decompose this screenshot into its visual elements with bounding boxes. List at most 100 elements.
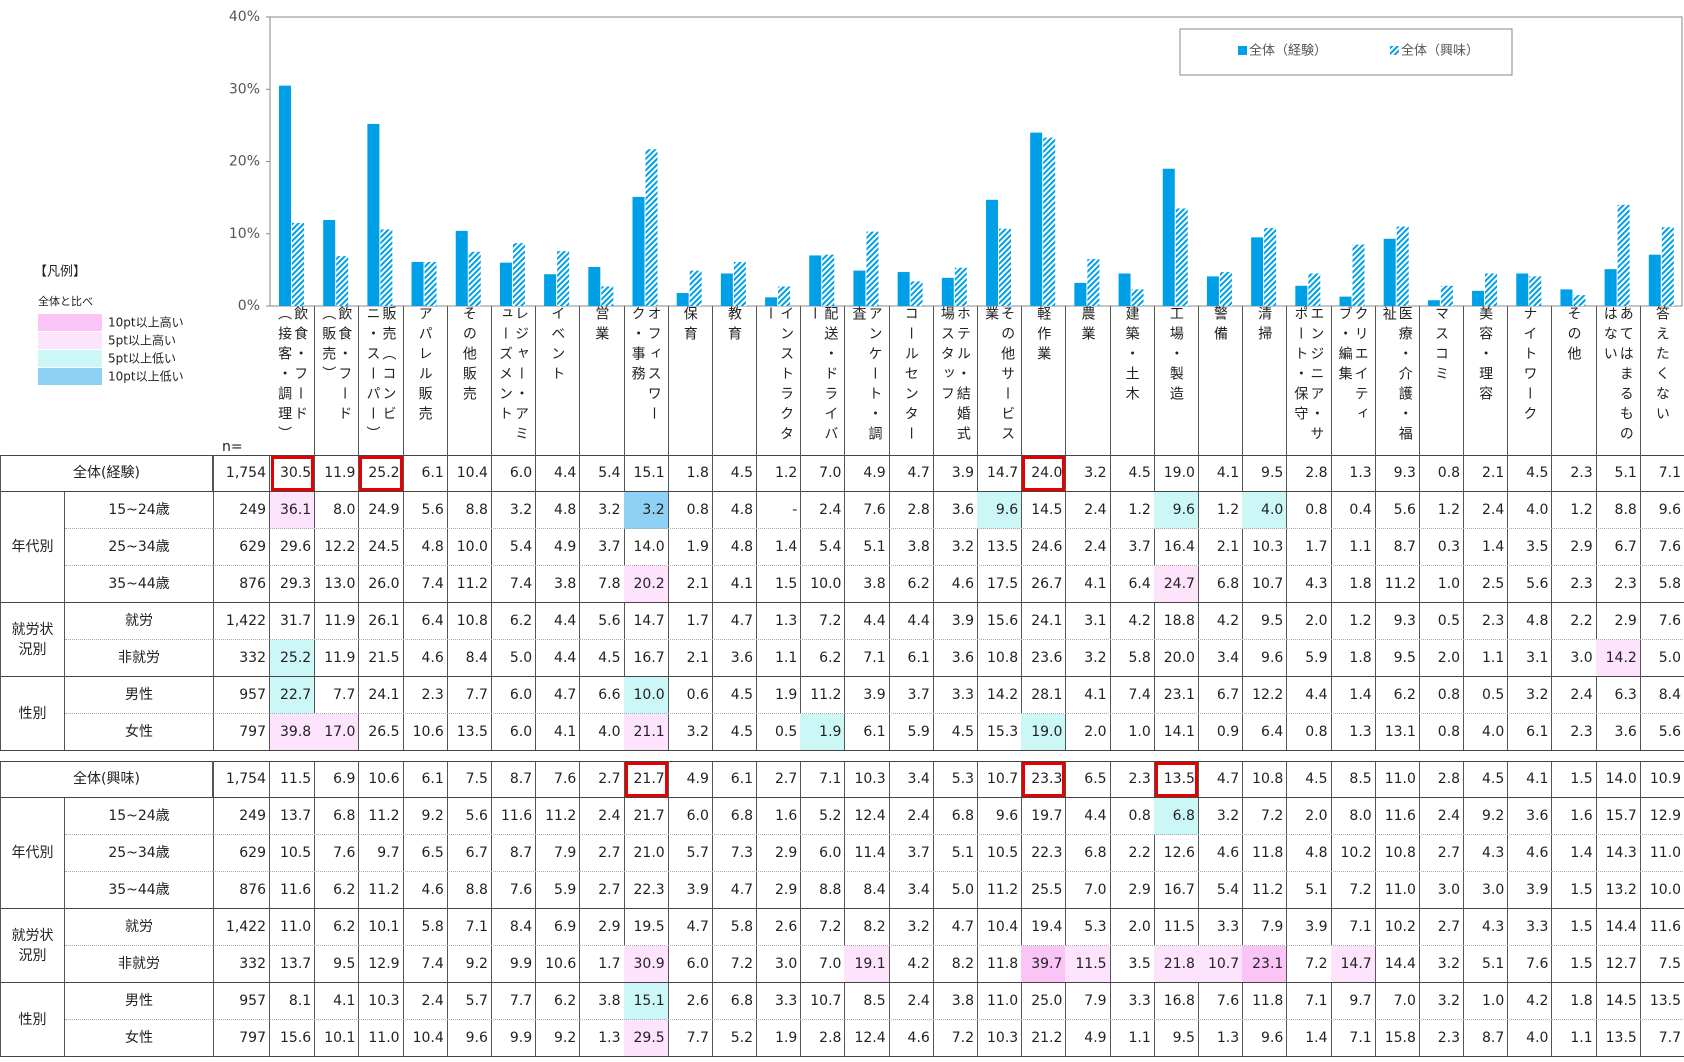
value-cell: 29.3: [270, 566, 316, 603]
column-header: 清掃: [1242, 306, 1288, 455]
value-cell: 5.6: [446, 798, 492, 835]
value-cell: 3.9: [932, 603, 978, 640]
value-cell: 0.8: [1109, 798, 1155, 835]
value-cell: 26.1: [358, 603, 404, 640]
highlight-box: [271, 456, 315, 491]
value-cell: 13.5: [1153, 761, 1199, 798]
bar: [499, 262, 512, 306]
value-cell: 10.7: [977, 761, 1023, 798]
value-cell: 8.2: [932, 946, 978, 983]
value-cell: 6.2: [314, 909, 360, 946]
value-cell: 10.1: [358, 909, 404, 946]
value-cell: 2.9: [756, 872, 802, 909]
value-cell: 2.9: [1109, 872, 1155, 909]
value-cell: 9.6: [446, 1020, 492, 1057]
column-header-text: 農業: [1079, 306, 1096, 346]
value-cell: 9.5: [1153, 1020, 1199, 1057]
row-label: 35~44歳: [65, 566, 213, 603]
value-cell: 4.2: [1109, 603, 1155, 640]
value-cell: 10.0: [446, 529, 492, 566]
n-header: n=: [222, 439, 243, 455]
value-cell: 6.7: [1197, 677, 1244, 714]
value-cell: 9.5: [1242, 603, 1288, 640]
y-tick-label: 30%: [229, 81, 260, 97]
bar: [1206, 276, 1219, 306]
value-cell: 13.1: [1374, 714, 1420, 751]
value-cell: 15.1: [623, 983, 669, 1020]
value-cell: 4.0: [1507, 1020, 1553, 1057]
value-cell: 7.5: [1639, 946, 1684, 983]
bar: [601, 286, 614, 306]
value-cell: 1.1: [756, 640, 802, 677]
value-cell: 16.8: [1153, 983, 1199, 1020]
value-cell: 24.0: [1021, 455, 1067, 492]
value-cell: 1.2: [1197, 492, 1244, 529]
value-cell: 10.6: [535, 946, 581, 983]
value-cell: 14.4: [1374, 946, 1420, 983]
value-cell: 6.1: [711, 761, 758, 798]
value-cell: 22.7: [270, 677, 316, 714]
row-label: 25~34歳: [65, 835, 213, 872]
value-cell: 4.4: [535, 640, 581, 677]
bar: [336, 256, 349, 306]
value-cell: 21.8: [1153, 946, 1199, 983]
value-cell: 13.5: [977, 529, 1023, 566]
value-cell: 9.7: [358, 835, 404, 872]
column-header: 配送・ドライバー: [800, 306, 846, 455]
value-cell: 7.4: [1109, 677, 1155, 714]
column-header: その他サービス業: [977, 306, 1023, 455]
value-cell: 26.7: [1021, 566, 1067, 603]
value-cell: 2.9: [1551, 529, 1597, 566]
bar: [279, 85, 291, 306]
value-cell: 7.7: [1639, 1020, 1684, 1057]
value-cell: 4.4: [535, 455, 581, 492]
column-header-text: アパレル販売: [416, 306, 433, 426]
value-cell: 4.0: [1463, 714, 1509, 751]
value-cell: 8.2: [844, 909, 890, 946]
column-header-text: 飲食・フード（接客・調理）: [276, 306, 309, 446]
value-cell: 4.3: [1286, 566, 1332, 603]
value-cell: 2.4: [402, 983, 448, 1020]
value-cell: 2.6: [667, 983, 713, 1020]
value-cell: 4.5: [1507, 455, 1553, 492]
value-cell: 0.8: [1286, 714, 1332, 751]
value-cell: 1.8: [1330, 640, 1376, 677]
column-header: 農業: [1065, 306, 1111, 455]
value-cell: 12.2: [314, 529, 360, 566]
value-cell: 22.3: [623, 872, 669, 909]
n-cell: 1,422: [213, 603, 270, 640]
value-cell: 7.6: [1639, 603, 1684, 640]
column-header-text: その他: [1565, 306, 1582, 366]
value-cell: 7.1: [1330, 1020, 1376, 1057]
value-cell: 4.1: [711, 566, 758, 603]
value-cell: 1.3: [756, 603, 802, 640]
value-cell: 1.3: [1330, 455, 1376, 492]
value-cell: 5.6: [402, 492, 448, 529]
value-cell: 3.3: [756, 983, 802, 1020]
value-cell: 21.0: [623, 835, 669, 872]
value-cell: 7.0: [1374, 983, 1420, 1020]
column-header: ナイトワーク: [1507, 306, 1553, 455]
value-cell: 1.0: [1463, 983, 1509, 1020]
value-cell: 2.1: [1197, 529, 1244, 566]
value-cell: 8.4: [446, 640, 492, 677]
value-cell: 3.5: [1109, 946, 1155, 983]
value-cell: 19.0: [1153, 455, 1199, 492]
value-cell: 8.7: [1463, 1020, 1509, 1057]
value-cell: 7.6: [1639, 529, 1684, 566]
value-cell: 3.9: [932, 455, 978, 492]
bar: [853, 270, 866, 306]
value-cell: 5.2: [711, 1020, 758, 1057]
column-header: ホテル・結婚式場スタッフ: [933, 306, 978, 455]
value-cell: 4.7: [535, 677, 581, 714]
y-tick-label: 40%: [229, 9, 260, 25]
value-cell: 1.3: [1197, 1020, 1244, 1057]
bar: [588, 266, 601, 306]
value-cell: 2.7: [1418, 835, 1465, 872]
value-cell: 0.5: [756, 714, 802, 751]
column-header-text: 営業: [593, 306, 610, 346]
value-cell: 2.8: [888, 492, 934, 529]
value-cell: 1.8: [1551, 983, 1597, 1020]
key-label: 5pt以上低い: [108, 352, 176, 366]
column-header: コールセンター: [889, 306, 934, 455]
